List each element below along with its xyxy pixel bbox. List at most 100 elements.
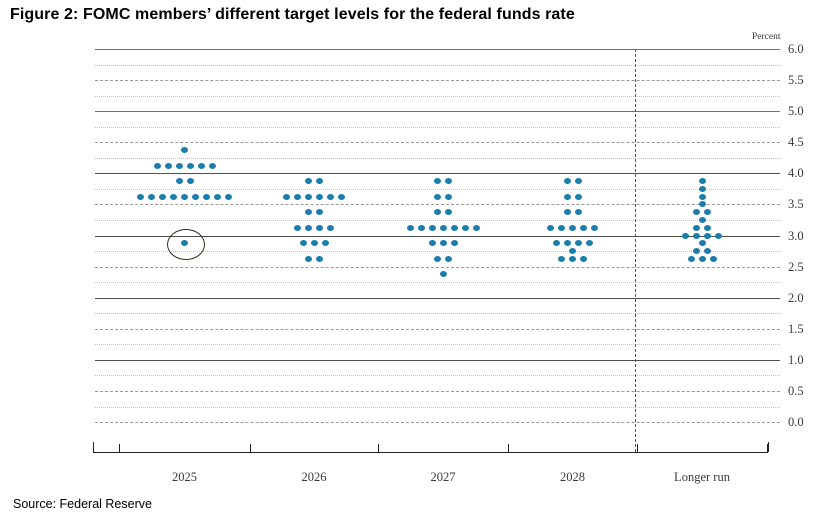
gridline bbox=[95, 157, 780, 159]
fomc-dot bbox=[693, 248, 700, 254]
y-axis-label: 4.5 bbox=[788, 135, 804, 150]
figure-title: Figure 2: FOMC members’ different target… bbox=[10, 6, 575, 23]
fomc-dot bbox=[693, 209, 700, 216]
fomc-dot bbox=[338, 193, 345, 200]
fomc-dot bbox=[159, 193, 166, 200]
fomc-dot bbox=[591, 224, 598, 231]
gridline bbox=[95, 49, 780, 50]
gridline bbox=[95, 111, 780, 113]
fomc-dot bbox=[310, 240, 318, 247]
x-axis-category-label: 2025 bbox=[172, 470, 197, 484]
fomc-dot bbox=[558, 224, 565, 231]
fomc-dot bbox=[693, 224, 700, 231]
fomc-dot bbox=[698, 240, 706, 247]
longer-run-separator bbox=[635, 49, 636, 452]
gridline bbox=[95, 64, 780, 66]
fomc-dot bbox=[186, 162, 194, 169]
gridline bbox=[95, 297, 780, 299]
fomc-dot bbox=[327, 193, 334, 200]
y-axis-label: 4.0 bbox=[788, 166, 804, 181]
fomc-dot bbox=[585, 240, 593, 247]
fomc-dot bbox=[687, 255, 695, 262]
fomc-dot bbox=[547, 224, 554, 231]
fomc-dot bbox=[137, 193, 144, 200]
y-axis-label: 2.5 bbox=[788, 259, 804, 274]
fomc-dot bbox=[283, 193, 290, 200]
fomc-dot bbox=[450, 224, 458, 231]
x-axis-tick bbox=[637, 444, 638, 452]
fomc-dot bbox=[580, 255, 587, 262]
fomc-dot bbox=[569, 248, 576, 254]
fomc-dot bbox=[574, 178, 582, 185]
fomc-dot bbox=[439, 240, 447, 247]
fomc-dot bbox=[472, 224, 480, 231]
gridline bbox=[95, 390, 780, 392]
gridline bbox=[95, 204, 780, 206]
fomc-dot bbox=[203, 193, 210, 200]
x-axis-endcap bbox=[768, 442, 769, 452]
fomc-dot bbox=[558, 255, 565, 262]
fomc-dot bbox=[327, 224, 334, 231]
fomc-dot bbox=[186, 178, 194, 185]
fomc-dot bbox=[305, 224, 312, 231]
fomc-dot bbox=[316, 255, 323, 262]
fomc-dot bbox=[698, 185, 706, 192]
fomc-dot bbox=[406, 224, 414, 231]
fomc-dot bbox=[316, 193, 323, 200]
fomc-dot bbox=[197, 162, 205, 169]
fomc-dot bbox=[294, 193, 301, 200]
fomc-dot bbox=[192, 193, 199, 200]
source-attribution: Source: Federal Reserve bbox=[13, 497, 152, 511]
fomc-dot bbox=[450, 240, 458, 247]
fomc-dot bbox=[148, 193, 155, 200]
gridline bbox=[95, 328, 780, 330]
fomc-dot bbox=[214, 193, 221, 200]
fomc-dot bbox=[704, 224, 711, 231]
x-axis-tick bbox=[378, 444, 379, 452]
gridline bbox=[95, 80, 780, 82]
y-axis-label: 1.5 bbox=[788, 321, 804, 336]
fomc-dot bbox=[316, 224, 323, 231]
gridline bbox=[95, 95, 780, 97]
fomc-dot bbox=[704, 232, 711, 239]
fomc-dot bbox=[305, 178, 312, 185]
x-axis-tick bbox=[767, 444, 768, 452]
fomc-dot bbox=[445, 193, 452, 200]
gridline bbox=[95, 188, 780, 190]
fomc-dot bbox=[181, 147, 188, 153]
fomc-dot bbox=[428, 240, 436, 247]
fomc-dot bbox=[208, 162, 216, 169]
fomc-dot bbox=[428, 224, 436, 231]
fomc-dot bbox=[294, 224, 301, 231]
fomc-dot bbox=[563, 193, 571, 200]
gridline bbox=[95, 251, 780, 252]
y-axis-label: 5.0 bbox=[788, 104, 804, 119]
fomc-dot bbox=[563, 178, 571, 185]
fomc-dot bbox=[434, 193, 441, 200]
gridline bbox=[95, 173, 780, 175]
fomc-dot bbox=[316, 209, 323, 216]
fomc-dot bbox=[225, 193, 232, 200]
fomc-dot bbox=[305, 193, 312, 200]
fomc-dot bbox=[574, 240, 582, 247]
gridline bbox=[95, 142, 780, 144]
x-axis-line bbox=[93, 452, 768, 453]
fomc-dot bbox=[445, 255, 452, 262]
fomc-dot bbox=[153, 162, 161, 169]
fomc-dot bbox=[580, 224, 587, 231]
gridline bbox=[95, 282, 780, 284]
fomc-dot bbox=[170, 193, 177, 200]
fomc-dot bbox=[175, 178, 183, 185]
fomc-dot bbox=[574, 209, 582, 216]
fomc-dot bbox=[316, 178, 323, 185]
x-axis-endcap bbox=[93, 442, 94, 452]
x-axis-category-label: Longer run bbox=[674, 470, 730, 484]
gridline bbox=[95, 344, 780, 346]
fomc-dot bbox=[569, 224, 576, 231]
fomc-dot bbox=[181, 193, 188, 200]
fomc-dot bbox=[461, 224, 469, 231]
x-axis-tick bbox=[119, 444, 120, 452]
gridline bbox=[95, 422, 780, 423]
